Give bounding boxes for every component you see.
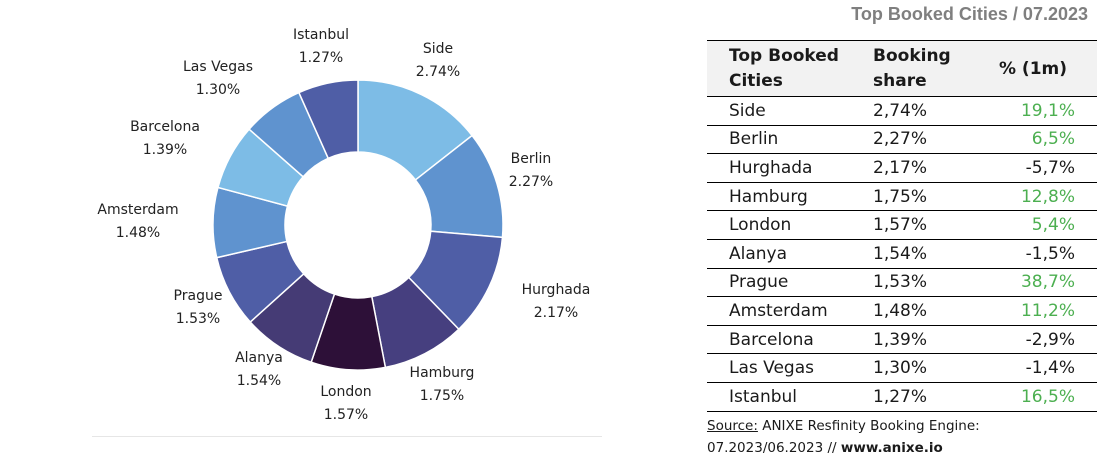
- share-cell: 1,39%: [867, 325, 975, 355]
- share-cell: 1,30%: [867, 353, 975, 383]
- table-row: London 1,57% 5,4%: [707, 210, 1097, 240]
- share-cell: 1,53%: [867, 268, 975, 298]
- table-row: Las Vegas 1,30% -1,4%: [707, 353, 1097, 383]
- slice-value-label: 1.57%: [324, 407, 368, 423]
- share-cell: 1,54%: [867, 239, 975, 269]
- source-label: Source:: [707, 417, 758, 434]
- city-cell: Prague: [707, 268, 867, 298]
- change-cell: 19,1%: [975, 96, 1097, 126]
- table-row: Amsterdam 1,48% 11,2%: [707, 296, 1097, 326]
- city-cell: Hurghada: [707, 153, 867, 183]
- city-cell: Amsterdam: [707, 296, 867, 326]
- slice-category-label: Amsterdam: [97, 202, 178, 218]
- slice-value-label: 1.75%: [420, 388, 464, 404]
- slice-value-label: 2.27%: [509, 174, 553, 190]
- table-row: Berlin 2,27% 6,5%: [707, 125, 1097, 155]
- share-cell: 1,48%: [867, 296, 975, 326]
- top-cities-table: Top Booked Cities Booking share % (1m) S…: [707, 40, 1097, 412]
- donut-slice-istanbul: [297, 79, 359, 160]
- change-cell: 5,4%: [975, 210, 1097, 240]
- slice-value-label: 2.17%: [534, 305, 578, 321]
- slice-category-label: Las Vegas: [183, 59, 253, 75]
- share-cell: 1,57%: [867, 210, 975, 240]
- share-cell: 1,75%: [867, 182, 975, 212]
- city-cell: Alanya: [707, 239, 867, 269]
- slice-category-label: Hurghada: [522, 282, 591, 298]
- change-cell: -5,7%: [975, 153, 1097, 183]
- slice-category-label: Hamburg: [410, 365, 475, 381]
- header-change: % (1m): [975, 40, 1097, 97]
- change-cell: -1,4%: [975, 353, 1097, 383]
- source-text: ANIXE Resfinity Booking Engine:: [762, 417, 980, 434]
- change-cell: -2,9%: [975, 325, 1097, 355]
- city-cell: Berlin: [707, 125, 867, 155]
- slice-category-label: London: [320, 384, 371, 400]
- city-cell: Barcelona: [707, 325, 867, 355]
- change-cell: 16,5%: [975, 382, 1097, 412]
- change-cell: -1,5%: [975, 239, 1097, 269]
- change-cell: 11,2%: [975, 296, 1097, 326]
- slice-category-label: Berlin: [511, 151, 552, 167]
- table-row: Istanbul 1,27% 16,5%: [707, 382, 1097, 412]
- table-row: Prague 1,53% 38,7%: [707, 268, 1097, 298]
- city-cell: London: [707, 210, 867, 240]
- slice-category-label: Prague: [174, 288, 223, 304]
- share-cell: 2,27%: [867, 125, 975, 155]
- slice-value-label: 1.39%: [143, 142, 187, 158]
- share-cell: 2,17%: [867, 153, 975, 183]
- slice-value-label: 1.54%: [237, 373, 281, 389]
- table-row: Barcelona 1,39% -2,9%: [707, 325, 1097, 355]
- header-city: Top Booked Cities: [707, 40, 867, 97]
- slice-category-label: Side: [423, 41, 453, 57]
- share-cell: 1,27%: [867, 382, 975, 412]
- table-header-row: Top Booked Cities Booking share % (1m): [707, 40, 1097, 97]
- slice-value-label: 2.74%: [416, 64, 460, 80]
- city-cell: Istanbul: [707, 382, 867, 412]
- share-cell: 2,74%: [867, 96, 975, 126]
- change-cell: 12,8%: [975, 182, 1097, 212]
- slice-category-label: Istanbul: [293, 27, 349, 43]
- city-cell: Hamburg: [707, 182, 867, 212]
- top-cities-table-container: Top Booked Cities Booking share % (1m) S…: [707, 40, 1097, 459]
- chart-baseline: [92, 436, 602, 437]
- city-cell: Side: [707, 96, 867, 126]
- change-cell: 6,5%: [975, 125, 1097, 155]
- city-cell: Las Vegas: [707, 353, 867, 383]
- slice-value-label: 1.27%: [299, 50, 343, 66]
- slice-category-label: Alanya: [235, 350, 283, 366]
- slice-value-label: 1.48%: [116, 225, 160, 241]
- table-row: Alanya 1,54% -1,5%: [707, 239, 1097, 269]
- table-row: Side 2,74% 19,1%: [707, 96, 1097, 126]
- slice-category-label: Barcelona: [130, 119, 200, 135]
- slice-value-label: 1.53%: [176, 311, 220, 327]
- table-row: Hurghada 2,17% -5,7%: [707, 153, 1097, 183]
- change-cell: 38,7%: [975, 268, 1097, 298]
- table-row: Hamburg 1,75% 12,8%: [707, 182, 1097, 212]
- header-booking-share: Booking share: [867, 40, 975, 97]
- source-note: Source: ANIXE Resfinity Booking Engine: …: [707, 415, 1097, 459]
- table-title: Top Booked Cities / 07.2023: [851, 4, 1088, 24]
- slice-value-label: 1.30%: [196, 82, 240, 98]
- donut-chart: Side 2.74% Berlin 2.27% Hurghada 2.17% Hamburg…: [97, 27, 591, 423]
